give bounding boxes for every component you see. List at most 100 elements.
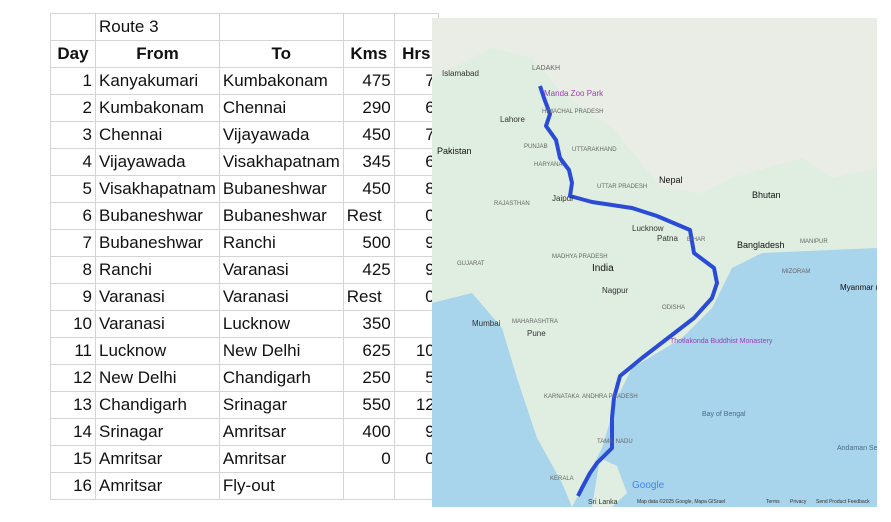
header-row: Day From To Kms Hrs (50, 40, 439, 68)
map-label: Bhutan (752, 190, 781, 200)
cell: 450 (342, 121, 395, 149)
cell: New Delhi (218, 337, 344, 365)
cell: 6 (393, 94, 439, 122)
cell: 425 (342, 256, 395, 284)
cell: Bubaneshwar (218, 175, 344, 203)
cell: 1 (50, 67, 96, 95)
cell: 0 (342, 445, 395, 473)
map-label: Mumbai (472, 319, 501, 328)
map-label: ODISHA (662, 305, 685, 311)
data-row: 3 Chennai Vijayawada 450 7 (50, 121, 439, 149)
data-row: 16 Amritsar Fly-out (50, 472, 439, 500)
data-row: 15 Amritsar Amritsar 0 0 (50, 445, 439, 473)
cell: 0 (393, 445, 439, 473)
map-label: HIMACHAL PRADESH (542, 109, 603, 115)
map-label: Bangladesh (737, 240, 785, 250)
map-label: Thotlakonda Buddhist Monastery (670, 338, 773, 345)
map-label: Jaipur (552, 194, 574, 203)
data-row: 2 Kumbakonam Chennai 290 6 (50, 94, 439, 122)
cell: Chandigarh (218, 364, 344, 392)
cell: Fly-out (218, 472, 344, 500)
map-label: RAJASTHAN (494, 201, 530, 207)
cell: Kumbakonam (95, 94, 220, 122)
route-line (538, 85, 719, 497)
map-label: MANIPUR (800, 239, 828, 245)
map-label: Pune (527, 329, 546, 338)
cell: 350 (342, 310, 395, 338)
cell: Lucknow (95, 337, 220, 365)
map-label: UTTAR PRADESH (597, 184, 647, 190)
cell: Ranchi (95, 256, 220, 284)
map-label: Google (632, 480, 665, 491)
cell (342, 13, 395, 41)
data-row: 6 Bubaneshwar Bubaneshwar Rest 0 (50, 202, 439, 230)
data-row: 7 Bubaneshwar Ranchi 500 9 (50, 229, 439, 257)
data-row: 11 Lucknow New Delhi 625 10 (50, 337, 439, 365)
mountain-region (432, 18, 877, 193)
map-label: Lahore (500, 115, 525, 124)
map-label: India (592, 263, 614, 274)
arabian-sea (432, 293, 572, 507)
cell: 16 (50, 472, 96, 500)
cell: Bubaneshwar (95, 202, 220, 230)
title-row: Route 3 (50, 13, 439, 41)
data-row: 12 New Delhi Chandigarh 250 5 (50, 364, 439, 392)
cell: 625 (342, 337, 395, 365)
map-label: HARYANA (534, 162, 562, 168)
bay-of-bengal (572, 248, 877, 507)
map-label: MIZORAM (782, 269, 810, 275)
cell: Visakhapatnam (218, 148, 344, 176)
map-label: Map data ©2025 Google, Mapa GISrael (637, 498, 725, 505)
map-label: Bay of Bengal (702, 411, 746, 418)
cell (393, 472, 439, 500)
data-row: 8 Ranchi Varanasi 425 9 (50, 256, 439, 284)
cell: 12 (50, 364, 96, 392)
cell: Chennai (218, 94, 344, 122)
map-label: Manda Zoo Park (544, 89, 604, 98)
cell: 13 (50, 391, 96, 419)
cell: Bubaneshwar (218, 202, 344, 230)
cell: New Delhi (95, 364, 220, 392)
map-label: UTTARAKHAND (572, 147, 617, 153)
cell: Amritsar (218, 418, 344, 446)
cell: 7 (50, 229, 96, 257)
cell: 6 (393, 148, 439, 176)
cell: Ranchi (218, 229, 344, 257)
cell: 9 (50, 283, 96, 311)
cell: 8 (50, 256, 96, 284)
map-label: TAMIL NADU (597, 439, 633, 445)
map-label: GUJARAT (457, 261, 485, 267)
map-label: Send Product Feedback (816, 499, 870, 505)
cell (342, 472, 395, 500)
cell: Varanasi (95, 310, 220, 338)
map-label: Myanmar (Burma) (840, 283, 877, 292)
cell: 450 (342, 175, 395, 203)
map-label: Nepal (659, 175, 683, 185)
map-label: Terms (766, 499, 780, 505)
map-label: Pakistan (437, 146, 472, 156)
map-label: KERALA (550, 476, 574, 482)
cell (393, 310, 439, 338)
map: Islamabad LADAKH Manda Zoo Park HIMACHAL PR… (432, 18, 877, 507)
cell: Chandigarh (95, 391, 220, 419)
cell: Kumbakonam (218, 67, 344, 95)
cell: 0 (393, 283, 439, 311)
map-label: MAHARASHTRA (512, 319, 558, 325)
map-label: MADHYA PRADESH (552, 254, 608, 260)
cell: 9 (393, 418, 439, 446)
cell: From (95, 40, 220, 68)
cell: Rest (342, 202, 395, 230)
map-label: Andaman Sea (837, 445, 877, 452)
cell: Srinagar (218, 391, 344, 419)
map-label: KARNATAKA (544, 394, 579, 400)
data-row: 9 Varanasi Varanasi Rest 0 (50, 283, 439, 311)
cell: Amritsar (218, 445, 344, 473)
cell (218, 13, 344, 41)
cell: 0 (393, 202, 439, 230)
cell: 10 (50, 310, 96, 338)
map-label: BIHAR (687, 237, 706, 243)
data-row: 4 Vijayawada Visakhapatnam 345 6 (50, 148, 439, 176)
cell: Vijayawada (218, 121, 344, 149)
cell: Lucknow (218, 310, 344, 338)
cell: Chennai (95, 121, 220, 149)
